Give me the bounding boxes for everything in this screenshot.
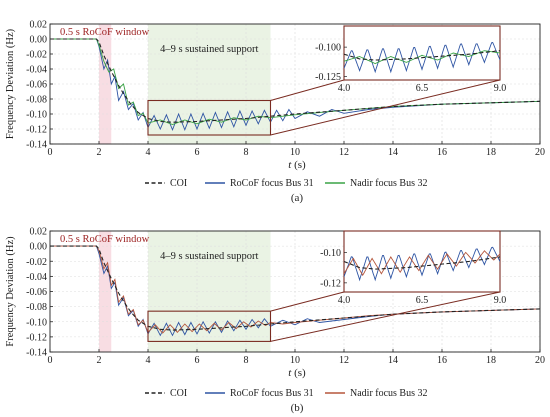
y-tick-label: 0.00 bbox=[30, 242, 48, 253]
x-tick-label: 14 bbox=[388, 355, 398, 366]
inset-x-tick-label: 9.0 bbox=[494, 295, 507, 306]
y-tick-label: -0.02 bbox=[26, 50, 47, 61]
x-axis-label-var: t bbox=[288, 159, 292, 171]
inset-y-tick-label: -0.12 bbox=[320, 278, 341, 289]
inset-x-tick-label: 9.0 bbox=[494, 83, 507, 94]
series-line-coi bbox=[50, 38, 540, 123]
x-tick-label: 2 bbox=[97, 355, 102, 366]
y-tick-label: -0.04 bbox=[26, 65, 47, 76]
y-tick-label: -0.10 bbox=[26, 317, 47, 328]
x-tick-label: 8 bbox=[244, 147, 249, 158]
support-window-label: 4–9 s sustained support bbox=[160, 251, 258, 262]
inset-series-line bbox=[344, 50, 500, 61]
zoom-connector bbox=[270, 79, 345, 101]
rocof-window-band bbox=[99, 24, 112, 144]
x-tick-label: 16 bbox=[437, 147, 447, 158]
x-tick-label: 4 bbox=[146, 147, 151, 158]
legend-label: RoCoF focus Bus 31 bbox=[230, 178, 314, 189]
inset-x-tick-label: 4.0 bbox=[338, 295, 351, 306]
legend-label: Nadir focus Bus 32 bbox=[350, 388, 428, 399]
zoom-inset-frame bbox=[343, 25, 501, 81]
y-axis-label: Frequency Deviation (Hz) bbox=[5, 236, 16, 347]
x-axis-label: t (s) bbox=[288, 367, 306, 379]
support-window-label: 4–9 s sustained support bbox=[160, 44, 258, 55]
y-tick-label: -0.12 bbox=[26, 332, 47, 343]
y-tick-label: 0.02 bbox=[30, 227, 48, 238]
series-line-nadir-focus-bus-32 bbox=[50, 245, 540, 334]
legend: COI RoCoF focus Bus 31 Nadir focus Bus 32 bbox=[145, 178, 428, 189]
chart-panel-b: 0 2 4 6 8 10 12 14 16 18 20 0.02 0.00 -0.02 -0.04 -0.06… bbox=[5, 227, 545, 415]
rocof-window-label: 0.5 s RoCoF window bbox=[60, 27, 150, 38]
legend: COI RoCoF focus Bus 31 Nadir focus Bus 32 bbox=[145, 388, 428, 399]
inset-series-line bbox=[344, 41, 500, 74]
y-tick-label: -0.06 bbox=[26, 80, 47, 91]
y-tick-label: -0.10 bbox=[26, 110, 47, 121]
x-tick-label: 0 bbox=[48, 355, 53, 366]
inset-x-tick-label: 4.0 bbox=[338, 83, 351, 94]
panel-caption: (b) bbox=[291, 402, 304, 414]
y-tick-label: -0.14 bbox=[26, 140, 47, 151]
legend-label: COI bbox=[170, 178, 187, 189]
inset-y-tick-label: -0.100 bbox=[315, 43, 341, 54]
x-axis-label-unit: (s) bbox=[291, 367, 306, 379]
x-tick-label: 12 bbox=[339, 147, 349, 158]
x-axis-label-unit: (s) bbox=[291, 159, 306, 171]
rocof-window-label: 0.5 s RoCoF window bbox=[60, 234, 150, 245]
x-tick-label: 4 bbox=[146, 355, 151, 366]
y-tick-label: -0.08 bbox=[26, 95, 47, 106]
x-tick-label: 20 bbox=[535, 355, 545, 366]
zoom-connector bbox=[270, 291, 501, 342]
inset-x-tick-label: 6.5 bbox=[416, 83, 429, 94]
y-tick-label: -0.02 bbox=[26, 257, 47, 268]
y-tick-label: -0.14 bbox=[26, 348, 47, 359]
y-tick-label: -0.04 bbox=[26, 272, 47, 283]
x-tick-label: 12 bbox=[339, 355, 349, 366]
x-axis-label: t (s) bbox=[288, 159, 306, 171]
x-tick-label: 10 bbox=[290, 355, 300, 366]
zoom-source-box bbox=[147, 310, 272, 342]
y-tick-label: 0.02 bbox=[30, 20, 48, 31]
x-tick-label: 6 bbox=[195, 147, 200, 158]
inset-y-tick-label: -0.10 bbox=[320, 248, 341, 259]
zoom-source-box bbox=[147, 99, 272, 136]
inset-series-line bbox=[344, 50, 500, 65]
series-line-rocof-focus-bus-31 bbox=[50, 245, 540, 337]
legend-label: Nadir focus Bus 32 bbox=[350, 178, 428, 189]
legend-label: RoCoF focus Bus 31 bbox=[230, 388, 314, 399]
y-axis-label: Frequency Deviation (Hz) bbox=[5, 28, 16, 139]
chart-panel-a: 0 2 4 6 8 10 12 14 16 18 20 0.02 0.00 -0.02 -0.04 -0.06… bbox=[5, 20, 545, 205]
x-tick-label: 20 bbox=[535, 147, 545, 158]
y-tick-label: 0.00 bbox=[30, 35, 48, 46]
x-tick-label: 16 bbox=[437, 355, 447, 366]
legend-label: COI bbox=[170, 388, 187, 399]
series-line-coi bbox=[50, 245, 540, 331]
panel-caption: (a) bbox=[291, 192, 304, 204]
x-tick-label: 10 bbox=[290, 147, 300, 158]
x-tick-label: 0 bbox=[48, 147, 53, 158]
x-tick-label: 14 bbox=[388, 147, 398, 158]
y-tick-label: -0.12 bbox=[26, 125, 47, 136]
x-tick-label: 18 bbox=[486, 355, 496, 366]
inset-x-tick-label: 6.5 bbox=[416, 295, 429, 306]
y-tick-label: -0.08 bbox=[26, 302, 47, 313]
x-tick-label: 8 bbox=[244, 355, 249, 366]
inset-y-tick-label: -0.125 bbox=[315, 72, 341, 83]
y-tick-label: -0.06 bbox=[26, 287, 47, 298]
zoom-connector bbox=[270, 291, 345, 312]
x-tick-label: 6 bbox=[195, 355, 200, 366]
zoom-connector bbox=[270, 79, 501, 136]
inset-series-line bbox=[344, 246, 500, 282]
inset-series-line bbox=[344, 256, 500, 270]
x-axis-label-var: t bbox=[288, 367, 292, 379]
x-tick-label: 2 bbox=[97, 147, 102, 158]
rocof-window-band bbox=[99, 231, 112, 352]
x-tick-label: 18 bbox=[486, 147, 496, 158]
